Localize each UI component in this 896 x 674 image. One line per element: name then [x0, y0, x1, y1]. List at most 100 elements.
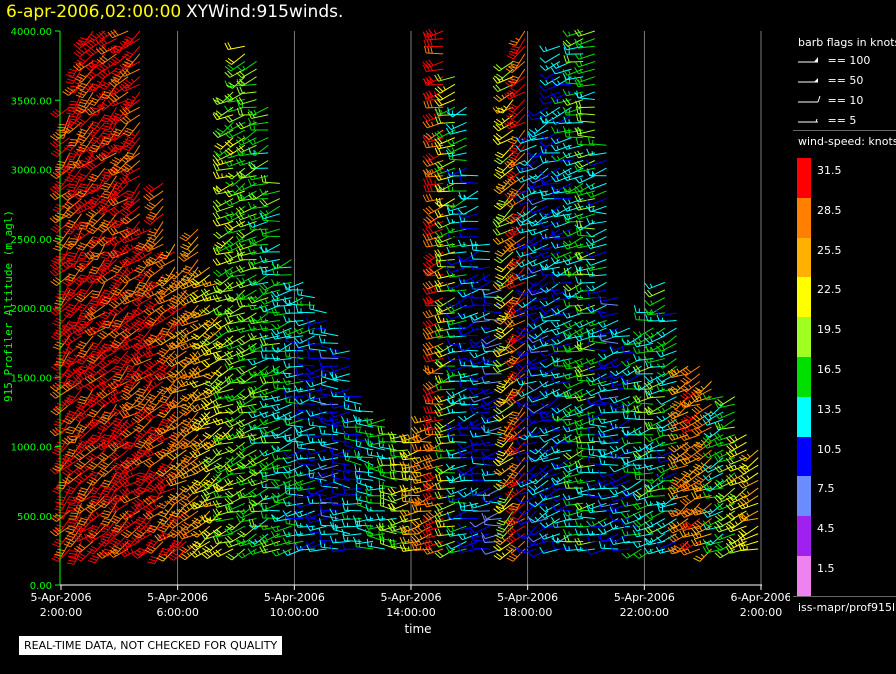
wind-barb — [100, 175, 117, 191]
plot-date-time: 6-apr-2006,02:00:00 — [6, 2, 182, 22]
wind-barb — [95, 37, 117, 47]
wind-barb — [143, 182, 164, 194]
wind-barb — [119, 419, 141, 430]
wind-barb — [120, 426, 141, 438]
wind-barb — [145, 388, 164, 403]
wind-barb — [458, 167, 479, 177]
wind-barb — [99, 518, 117, 533]
wind-barb — [458, 511, 479, 520]
wind-barb — [168, 457, 187, 471]
wind-barb — [61, 327, 82, 338]
data-quality-note: REAL-TIME DATA, NOT CHECKED FOR QUALITY — [19, 636, 283, 655]
wind-barb — [62, 342, 82, 356]
x-tick-time: 22:00:00 — [620, 606, 669, 619]
wind-barb — [75, 335, 94, 350]
wind-barb — [110, 259, 129, 274]
wind-barb — [551, 335, 572, 345]
wind-barb — [644, 510, 666, 520]
wind-barb — [656, 396, 677, 405]
wind-barb — [236, 68, 257, 79]
wind-barb — [73, 502, 94, 514]
wind-barb — [112, 358, 129, 374]
wind-barb — [158, 411, 176, 427]
wind-barb — [119, 471, 141, 481]
x-tick-time: 18:00:00 — [503, 606, 552, 619]
wind-barb — [133, 426, 152, 441]
wind-barb — [422, 354, 444, 363]
wind-barb — [585, 236, 607, 245]
wind-barb — [446, 297, 467, 308]
colorbar-segment — [797, 396, 811, 437]
wind-barb — [586, 263, 607, 271]
wind-barb — [505, 441, 526, 455]
wind-barb — [224, 198, 246, 207]
legend-divider — [793, 130, 896, 131]
wind-barb — [107, 441, 129, 451]
wind-barb — [562, 281, 584, 292]
wind-barb — [107, 236, 129, 246]
barb-flag-label: == 100 — [824, 54, 871, 67]
wind-barb — [213, 274, 234, 286]
colorbar-segment — [797, 237, 811, 278]
wind-barb — [110, 175, 129, 190]
wind-barb — [156, 381, 176, 395]
x-tick-date: 5-Apr-2006 — [30, 591, 91, 604]
wind-barb — [55, 282, 71, 299]
wind-barb — [73, 228, 94, 240]
wind-barb — [655, 379, 677, 387]
wind-barb — [516, 297, 537, 308]
wind-barb — [422, 75, 444, 85]
wind-barb — [236, 61, 257, 72]
wind-barb — [469, 438, 490, 447]
wind-barb — [96, 137, 117, 147]
colorbar-segment — [797, 317, 811, 358]
wind-barb — [109, 403, 129, 417]
colorbar-label: 31.5 — [817, 164, 842, 177]
wind-barb — [527, 205, 549, 214]
wind-barb — [87, 122, 106, 137]
wind-barb — [75, 434, 94, 449]
wind-barb — [100, 129, 117, 146]
wind-barb — [480, 548, 502, 555]
wind-barb — [123, 304, 141, 321]
wind-barb — [270, 395, 292, 402]
wind-barb — [517, 502, 537, 516]
wind-barb — [434, 509, 456, 518]
wind-barb — [154, 433, 176, 443]
wind-barb — [123, 365, 141, 382]
wind-barb — [446, 540, 467, 550]
wind-barb — [353, 449, 374, 459]
wind-barb — [644, 281, 666, 290]
wind-barb — [574, 160, 596, 169]
wind-barb — [632, 346, 654, 354]
wind-barb — [201, 293, 222, 302]
wind-barb — [259, 198, 281, 207]
wind-barb — [154, 426, 176, 436]
wind-barb — [225, 518, 246, 531]
wind-barb — [108, 76, 129, 88]
wind-barb — [75, 350, 94, 365]
wind-barb — [50, 106, 71, 118]
wind-barb — [122, 533, 141, 548]
wind-barb — [621, 358, 642, 367]
wind-barb — [169, 502, 187, 518]
wind-barb — [235, 205, 257, 214]
wind-barb — [539, 471, 560, 479]
wind-barb — [224, 61, 246, 72]
wind-barb — [283, 360, 304, 368]
wind-barb — [142, 441, 164, 451]
wind-barb — [86, 457, 106, 471]
wind-barb — [423, 177, 444, 186]
wind-barb — [539, 251, 561, 259]
wind-barb — [90, 99, 106, 116]
wind-barb — [179, 243, 199, 258]
wind-barb — [111, 487, 129, 503]
wind-barb — [224, 160, 246, 167]
wind-barb — [100, 472, 117, 488]
wind-barb — [119, 234, 141, 244]
wind-barb — [96, 365, 117, 377]
wind-barb — [142, 448, 164, 458]
wind-barb — [123, 190, 141, 206]
wind-barb — [143, 190, 164, 201]
wind-barb — [539, 449, 561, 458]
